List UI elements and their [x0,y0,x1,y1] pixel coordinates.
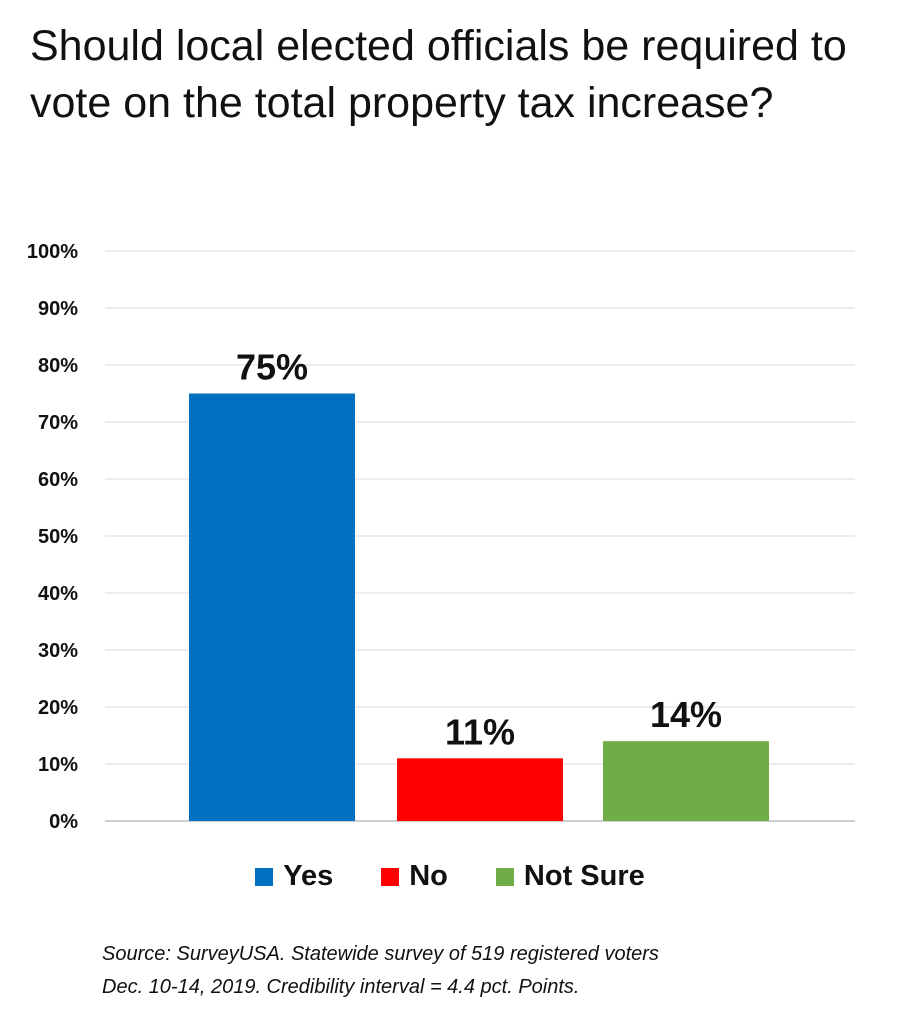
y-tick-label: 60% [38,469,78,491]
legend-label: Not Sure [523,860,645,892]
y-axis-ticks: 0% 10% 20% 30% 40% 50% 60% 70% 80% 90% 100% [27,241,78,833]
source-note: Source: SurveyUSA. Statewide survey of 5… [102,938,862,1004]
data-label: 11% [445,711,515,752]
bars [189,393,769,821]
legend-swatch [255,867,274,886]
legend-item: Yes [255,860,333,893]
y-tick-label: 0% [49,811,78,833]
bar-chart: 0% 10% 20% 30% 40% 50% 60% 70% 80% 90% 100% 75% 11%… [27,241,855,833]
data-label: 75% [236,347,308,388]
bar-no [397,758,563,821]
y-tick-label: 70% [38,412,78,434]
y-tick-label: 40% [38,583,78,605]
legend-item: Not Sure [495,860,645,893]
y-tick-label: 80% [38,355,78,377]
legend-label: No [409,860,448,892]
y-tick-label: 20% [38,697,78,719]
legend-item: No [381,860,448,893]
bar-yes [189,393,355,821]
bar-not-sure [603,741,769,821]
source-line-1: Source: SurveyUSA. Statewide survey of 5… [102,943,659,965]
data-label: 14% [650,694,722,735]
data-labels: 75% 11% 14% [236,347,722,753]
legend-label: Yes [283,860,334,892]
y-tick-label: 90% [38,298,78,320]
legend-swatch [495,867,514,886]
y-tick-label: 10% [38,754,78,776]
legend-swatch [381,867,400,886]
chart-title: Should local elected officials be requir… [30,22,847,127]
y-tick-label: 30% [38,640,78,662]
source-line-2: Dec. 10-14, 2019. Credibility interval =… [102,976,580,998]
chart-legend: Yes No Not Sure [0,860,900,893]
y-tick-label: 50% [38,526,78,548]
y-tick-label: 100% [27,241,78,263]
